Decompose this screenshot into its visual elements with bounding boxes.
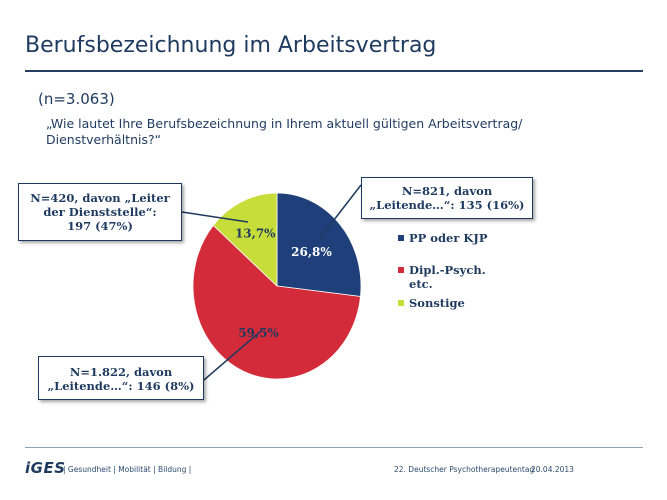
- value-label-pp-kjp: 26,8%: [291, 245, 332, 259]
- title-divider: [25, 70, 643, 72]
- callout-line: N=1.822, davon: [69, 365, 173, 379]
- pie-value-labels: 26,8% 59,5% 13,7%: [235, 227, 332, 340]
- pie-slices: [192, 192, 362, 380]
- value-label-sonstige: 13,7%: [235, 227, 276, 241]
- legend-pp-kjp-label: PP oder KJP: [409, 231, 488, 245]
- connector-sonstige: [181, 211, 249, 223]
- pie-slice-pp-kjp: [276, 192, 362, 297]
- legend-sonstige-swatch: [398, 300, 404, 306]
- connector-dipl-psych: [203, 329, 263, 381]
- legend-dipl-psych-swatch: [398, 267, 404, 273]
- callout-sonstige: N=420, davon „Leiter der Dienststelle“: …: [18, 183, 182, 241]
- callout-line: „Leitende…“: 135 (16%): [369, 198, 525, 212]
- callout-pp-kjp: N=821, davon „Leitende…“: 135 (16%): [361, 177, 533, 219]
- iges-logo: iGES: [25, 459, 66, 477]
- footer-divider: [25, 447, 643, 448]
- sample-size: (n=3.063): [38, 90, 115, 108]
- pie-slice-dipl-psych: [192, 224, 361, 380]
- legend-pp-kjp-swatch: [398, 235, 404, 241]
- survey-question: „Wie lautet Ihre Berufsbezeichnung in Ih…: [46, 116, 523, 147]
- callout-line: N=420, davon „Leiter: [30, 191, 170, 205]
- value-label-dipl-psych: 59,5%: [238, 326, 279, 340]
- chart-legend: PP oder KJP Dipl.-Psych.etc. Sonstige: [398, 231, 488, 310]
- connector-pp-kjp: [319, 184, 362, 239]
- pie-slice-sonstige: [212, 192, 278, 287]
- page-title: Berufsbezeichnung im Arbeitsvertrag: [25, 33, 437, 58]
- footer-date: 20.04.2013: [531, 465, 574, 474]
- legend-dipl-psych-label-line2: etc.: [409, 277, 433, 291]
- callout-line: 197 (47%): [67, 219, 133, 233]
- callout-line: N=821, davon: [401, 184, 493, 198]
- callout-line: „Leitende…“: 146 (8%): [47, 379, 195, 393]
- callout-connectors: [181, 184, 362, 381]
- legend-sonstige-label: Sonstige: [409, 296, 465, 310]
- callout-dipl-psych: N=1.822, davon „Leitende…“: 146 (8%): [38, 356, 204, 400]
- footer-tagline: | Gesundheit | Mobilität | Bildung |: [63, 465, 192, 474]
- legend-dipl-psych-label: Dipl.-Psych.: [409, 263, 486, 277]
- callout-line: der Dienststelle“:: [43, 205, 157, 219]
- footer-event: 22. Deutscher Psychotherapeutentag: [394, 465, 535, 474]
